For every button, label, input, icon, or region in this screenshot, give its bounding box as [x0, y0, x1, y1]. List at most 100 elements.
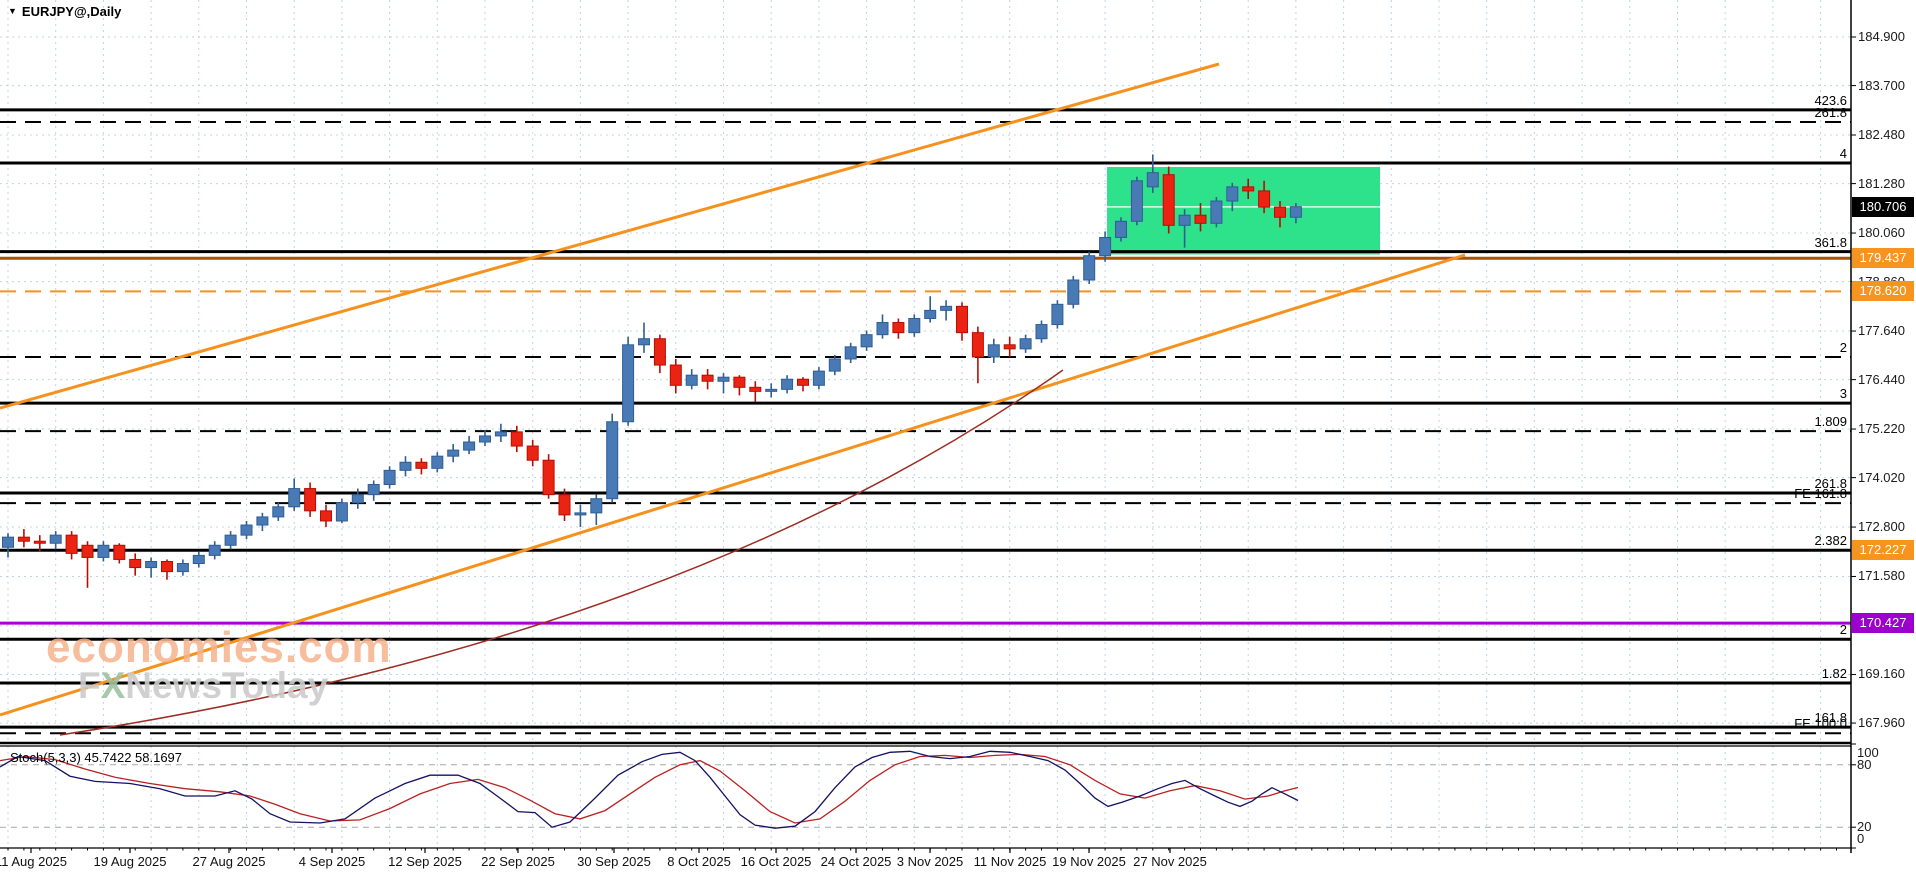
candle-body-up	[622, 344, 635, 423]
candle-body-down	[1003, 344, 1016, 350]
candle-body-down	[33, 540, 46, 544]
candle-body-up	[1130, 180, 1143, 222]
price-badge: 180.706	[1852, 196, 1914, 217]
price-axis-label: 176.440	[1858, 371, 1905, 387]
candle-body-up	[828, 358, 841, 372]
candle-body-down	[81, 544, 94, 558]
price-axis-label: 167.960	[1858, 715, 1905, 731]
candle-body-down	[17, 536, 30, 542]
candle-body-up	[987, 344, 1000, 358]
date-axis-label: 19 Aug 2025	[93, 854, 167, 869]
price-axis-label: 177.640	[1858, 323, 1905, 339]
candle-body-up	[1083, 255, 1096, 281]
fib-level-label: 2	[1839, 339, 1847, 355]
candle-body-up	[192, 554, 205, 565]
candle-body-down	[1274, 206, 1286, 218]
date-axis-label: 22 Sep 2025	[481, 854, 555, 869]
candle-body-down	[1242, 186, 1255, 192]
candle-body-down	[733, 376, 746, 388]
candle-body-up	[176, 563, 189, 573]
regression-curve[interactable]	[59, 369, 1064, 736]
candle-body-up	[1067, 279, 1080, 305]
candle-body-down	[161, 560, 173, 573]
candle-body-down	[669, 364, 682, 386]
candle-body-down	[653, 338, 666, 366]
candle-body-up	[638, 338, 650, 346]
candle-body-up	[1051, 303, 1064, 326]
fib-level-label: FE 161.8	[1794, 486, 1847, 502]
candle-body-up	[574, 512, 587, 516]
upper-channel-line	[0, 62, 1220, 410]
stoch-scale-label: 80	[1857, 756, 1872, 772]
candle-body-up	[765, 388, 778, 392]
price-badge: 172.227	[1852, 540, 1914, 561]
date-axis-label: 16 Oct 2025	[740, 854, 812, 869]
candle-body-down	[892, 322, 905, 334]
candle-body-up	[908, 317, 921, 334]
fib-level-label: FE 100.0	[1794, 716, 1847, 732]
candle-body-up	[844, 346, 857, 360]
date-axis-label: 8 Oct 2025	[667, 854, 731, 869]
candle-body-down	[956, 305, 968, 334]
date-axis-label: 19 Nov 2025	[1052, 854, 1126, 869]
stoch-main-line	[0, 750, 1299, 829]
price-axis-label: 174.020	[1858, 469, 1905, 485]
candle-body-up	[1226, 186, 1239, 202]
candle-body-down	[1194, 214, 1207, 224]
date-axis-label: 24 Oct 2025	[820, 854, 892, 869]
date-axis-label: 3 Nov 2025	[896, 854, 964, 869]
candle-body-up	[49, 534, 62, 544]
stochastic-indicator-label: Stoch(5,3,3) 45.7422 58.1697	[10, 750, 183, 765]
candle-body-up	[431, 455, 444, 469]
price-badge: 170.427	[1852, 613, 1914, 634]
candle-body-up	[256, 516, 269, 526]
candle-body-up	[145, 560, 158, 569]
price-axis-label: 172.800	[1858, 519, 1905, 535]
price-axis-label: 183.700	[1858, 77, 1905, 93]
date-axis-label: 12 Sep 2025	[388, 854, 462, 869]
candle-body-up	[399, 461, 412, 471]
date-axis-label: 11 Nov 2025	[973, 854, 1047, 869]
stoch-signal-line	[0, 753, 1299, 824]
candle-body-up	[781, 378, 794, 390]
chart-symbol-title: ▼ EURJPY@,Daily	[8, 4, 121, 19]
candle-body-up	[812, 370, 825, 386]
candle-body-up	[97, 544, 110, 558]
candle-body-down	[304, 488, 317, 512]
date-axis-label: 4 Sep 2025	[298, 854, 366, 869]
candle-body-up	[590, 498, 603, 514]
candle-body-down	[749, 386, 762, 392]
candle-body-up	[224, 534, 237, 546]
candle-body-up	[463, 441, 476, 451]
date-axis-label: 30 Sep 2025	[577, 854, 651, 869]
candle-body-up	[351, 494, 364, 504]
fib-level-label: 423.6	[1814, 92, 1847, 108]
candle-body-up	[1210, 200, 1223, 224]
stoch-scale-label: 100	[1857, 745, 1879, 760]
candle-body-down	[65, 534, 78, 554]
price-axis-label: 180.060	[1858, 225, 1905, 241]
candle-body-down	[526, 445, 539, 461]
triangle-down-icon[interactable]: ▼	[8, 6, 17, 16]
price-axis-label: 171.580	[1858, 568, 1905, 584]
candle-body-down	[129, 558, 142, 569]
candle-body-down	[558, 494, 571, 516]
price-badge: 179.437	[1852, 248, 1914, 269]
candle-body-up	[447, 449, 460, 457]
candle-body-up	[383, 469, 396, 486]
price-badge: 178.620	[1852, 281, 1914, 302]
fib-level-label: 1.82	[1821, 665, 1847, 681]
fib-level-label: 261.8	[1814, 105, 1847, 121]
fib-level-label: 2.382	[1814, 533, 1847, 549]
date-axis-label: 27 Nov 2025	[1133, 854, 1207, 869]
price-axis-label: 181.280	[1858, 175, 1905, 191]
candle-body-up	[860, 334, 873, 348]
date-axis-label: 11 Aug 2025	[0, 854, 68, 869]
candle-body-up	[1178, 214, 1191, 226]
candle-body-down	[320, 510, 332, 522]
candle-body-up	[1289, 206, 1302, 218]
price-axis-label: 169.160	[1858, 666, 1905, 682]
candle-body-up	[606, 421, 619, 500]
fib-level-label: 4	[1839, 145, 1847, 161]
